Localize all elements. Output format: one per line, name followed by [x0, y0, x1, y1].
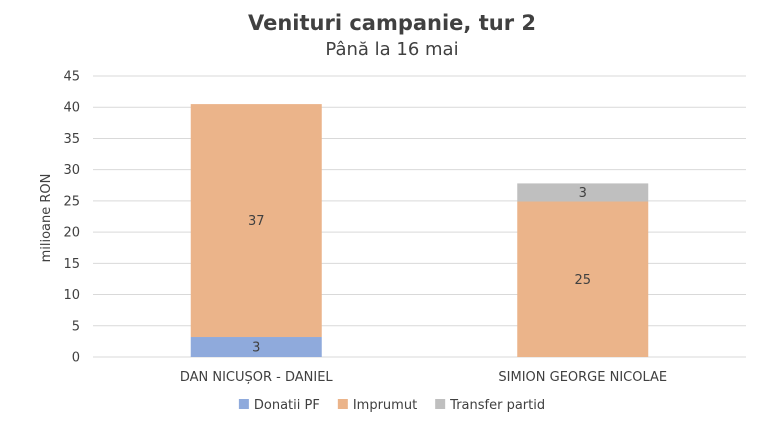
chart-subtitle: Până la 16 mai [325, 39, 458, 60]
y-tick-label: 20 [63, 226, 80, 241]
data-label: 25 [574, 273, 591, 288]
y-tick-label: 45 [63, 70, 80, 85]
y-tick-label: 35 [63, 132, 80, 147]
y-tick-label: 40 [63, 101, 80, 116]
data-labels: 3 37 25 3 [248, 186, 591, 356]
y-tick-label: 15 [63, 257, 80, 272]
bars [190, 104, 649, 357]
y-tick-label: 30 [63, 163, 80, 178]
bar-segment [517, 201, 649, 357]
y-tick-label: 10 [63, 288, 80, 303]
data-label: 3 [579, 186, 587, 201]
legend-label: Imprumut [353, 398, 417, 413]
y-axis-label: milioane RON [39, 174, 54, 263]
bar-segment [517, 183, 649, 202]
x-tick-label: SIMION GEORGE NICOLAE [498, 370, 667, 385]
y-tick-label: 25 [63, 194, 80, 209]
legend-label: Transfer partid [449, 398, 545, 413]
x-tick-label: DAN NICUȘOR - DANIEL [180, 370, 334, 385]
legend: Donatii PF Imprumut Transfer partid [238, 398, 545, 413]
data-label: 37 [248, 214, 265, 229]
bar-segment [190, 104, 322, 338]
y-axis-ticks: 0 5 10 15 20 25 30 35 40 45 [63, 70, 80, 366]
bar-segment [190, 337, 322, 357]
legend-swatch [238, 399, 249, 409]
y-tick-label: 5 [72, 319, 80, 334]
y-tick-label: 0 [72, 351, 80, 366]
data-label: 3 [252, 341, 260, 356]
legend-swatch [337, 399, 348, 409]
legend-label: Donatii PF [254, 398, 320, 413]
chart-title: Venituri campanie, tur 2 [248, 11, 536, 35]
x-axis-ticks: DAN NICUȘOR - DANIEL SIMION GEORGE NICOLA… [180, 370, 667, 385]
legend-swatch [435, 399, 446, 409]
